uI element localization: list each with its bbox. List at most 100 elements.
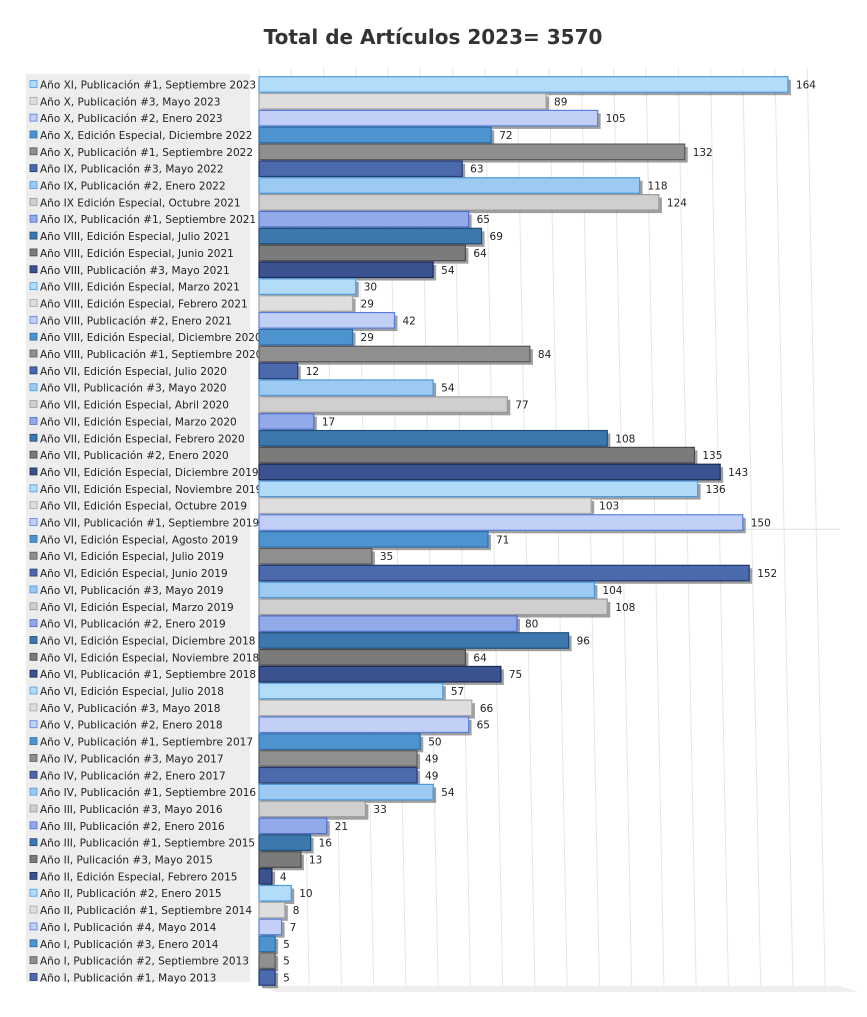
value-label: 80 [525,619,538,631]
label-swatch [29,248,38,257]
label-swatch [29,922,38,931]
label-swatch [29,905,38,914]
category-label: Año X, Publicación #3, Mayo 2023 [40,96,220,108]
bar-rect [258,834,312,852]
bar [258,278,359,298]
bar-rect [258,244,466,262]
category-label: Año VI, Publicación #3, Mayo 2019 [40,585,224,597]
label-swatch [29,804,38,813]
label-swatch [29,787,38,796]
label-swatch [29,130,38,139]
category-label: Año IV, Publicación #3, Mayo 2017 [40,753,224,765]
bar [258,109,601,129]
category-label: Año II, Edición Especial, Febrero 2015 [40,871,237,883]
bar-rect [258,295,354,312]
bar [258,632,572,652]
bar [258,261,437,281]
bar [258,227,485,247]
category-label: Año VIII, Edición Especial, Febrero 2021 [40,298,248,310]
value-label: 49 [425,770,438,782]
category-label: Año VII, Edición Especial, Noviembre 201… [40,484,262,496]
value-label: 64 [473,652,487,664]
bar-rect [258,480,699,498]
label-swatch [29,164,38,173]
value-label: 69 [490,231,503,243]
label-swatch [29,602,38,611]
category-label: Año IX, Publicación #3, Mayo 2022 [40,164,224,176]
category-label: Año VII, Edición Especial, Octubre 2019 [40,501,247,513]
label-panel [26,74,250,982]
label-swatch [29,400,38,408]
value-label: 75 [509,669,522,681]
label-swatch [29,568,38,577]
category-label: Año II, Pulicación #3, Mayo 2015 [40,855,213,867]
value-label: 54 [441,383,455,395]
value-label: 21 [335,821,348,833]
category-label: Año VIII, Edición Especial, Diciembre 20… [40,332,262,344]
label-swatch [29,214,38,223]
category-label: Año VII, Edición Especial, Febrero 2020 [40,433,245,445]
value-label: 13 [309,855,322,867]
label-swatch [29,720,38,729]
value-label: 7 [290,922,297,934]
bar-rect [258,429,608,447]
value-label: 33 [373,804,386,816]
bar-rect [258,632,570,649]
bar-rect [258,210,470,228]
value-label: 49 [425,753,438,765]
bar [258,295,356,315]
label-swatch [29,636,38,644]
gridline [774,67,794,992]
value-label: 5 [283,956,290,968]
bar-rect [258,884,292,902]
value-label: 108 [615,433,635,445]
bar-rect [258,227,483,245]
bar-rect [258,160,463,178]
value-label: 35 [380,551,393,563]
bar-rect [258,699,473,717]
label-swatch [29,585,38,594]
bar [258,901,288,921]
value-label: 103 [599,501,619,513]
bar [258,396,511,416]
value-label: 65 [477,720,490,732]
category-label: Año IX Edición Especial, Octubre 2021 [40,197,241,209]
category-label: Año III, Publicación #2, Enero 2016 [40,821,225,833]
category-label: Año I, Publicación #4, Mayo 2014 [40,922,217,934]
category-label: Año VI, Edición Especial, Diciembre 2018 [40,635,255,647]
category-label: Año IX, Publicación #2, Enero 2022 [40,181,226,193]
bar-rect [258,564,750,582]
value-label: 150 [751,518,771,530]
bar-rect [258,783,434,801]
label-swatch [29,770,38,779]
bar-rect [258,648,466,666]
label-swatch [29,619,38,628]
label-swatch [29,417,38,425]
label-swatch [29,534,38,543]
value-label: 54 [441,265,455,277]
bar-rect [258,514,744,531]
bar-rect [258,918,283,936]
value-label: 72 [499,130,512,142]
value-label: 108 [615,602,635,614]
category-label: Año X, Edición Especial, Diciembre 2022 [40,130,252,142]
bar-rect [258,126,492,144]
value-label: 152 [757,568,777,580]
bar [258,177,643,197]
category-label: Año V, Publicación #3, Mayo 2018 [40,703,220,715]
bar-rect [258,92,547,110]
category-label: Año VI, Edición Especial, Noviembre 2018 [40,652,259,664]
label-swatch [29,652,38,661]
bar-rect [258,413,315,430]
bar [258,952,279,972]
bar [258,665,504,685]
bar-rect [258,362,299,380]
label-swatch [29,754,38,762]
category-label: Año V, Publicación #1, Septiembre 2017 [40,737,253,749]
label-swatch [29,366,38,375]
bar [258,834,314,854]
bar-rect [258,733,421,750]
bar [258,92,550,113]
bar [258,868,275,888]
label-swatch [29,383,38,392]
